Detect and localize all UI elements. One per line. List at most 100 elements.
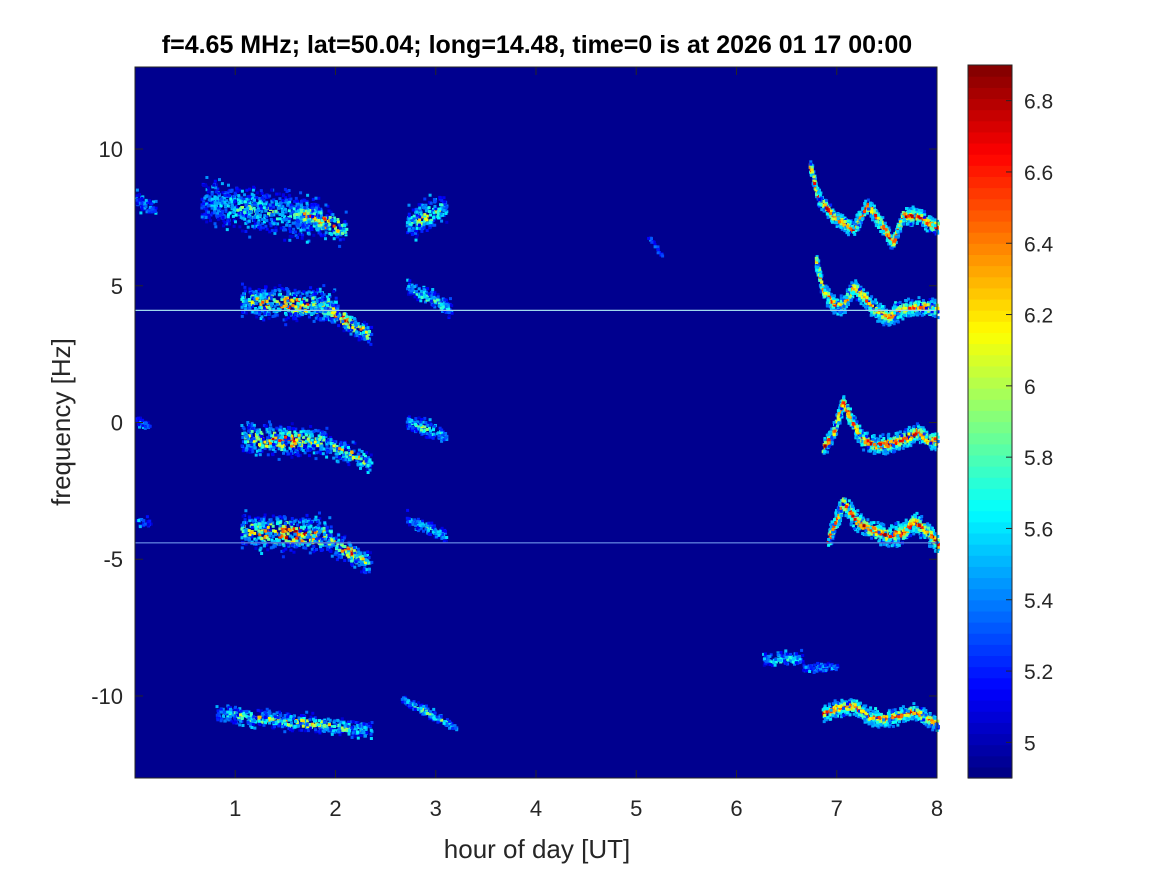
heatmap-cell [311,206,315,210]
heatmap-cell [308,535,312,539]
heatmap-cell [342,237,346,241]
heatmap-cell [275,522,279,526]
heatmap-cell [829,203,833,207]
heatmap-cell [763,655,767,659]
heatmap-cell [296,305,300,309]
heatmap-cell [247,215,250,219]
heatmap-cell [263,202,266,206]
heatmap-cell [877,226,880,229]
heatmap-cell [285,198,289,202]
heatmap-cell [890,246,894,250]
heatmap-cell [846,224,850,228]
heatmap-cell [445,220,449,224]
heatmap-cell [820,663,824,667]
heatmap-cell [278,521,282,524]
heatmap-cell [440,431,444,435]
heatmap-cell [318,438,322,441]
heatmap-cell [138,418,142,422]
heatmap-cell [271,545,275,549]
heatmap-cell [884,225,888,229]
heatmap-cell [444,539,448,543]
heatmap-cell [318,304,322,308]
heatmap-cell [441,529,445,533]
heatmap-cell [305,291,309,295]
heatmap-cell [263,440,267,444]
heatmap-cell [413,518,417,522]
heatmap-cell [207,210,210,214]
heatmap-cell [243,514,247,518]
heatmap-cell [419,289,423,293]
heatmap-cell [266,525,270,529]
heatmap-cell [270,304,273,308]
heatmap-cell [296,291,300,295]
heatmap-cell [315,540,319,544]
heatmap-cell [202,205,206,209]
heatmap-cell [233,714,236,718]
heatmap-cell [329,436,333,440]
heatmap-cell [291,520,295,524]
heatmap-cell [272,310,276,313]
heatmap-cell [300,213,304,217]
heatmap-cell [429,715,433,719]
heatmap-cell [296,301,300,305]
heatmap-cell [327,542,331,546]
heatmap-cell [277,710,281,714]
heatmap-cell [332,290,336,293]
heatmap-cell [267,445,270,449]
heatmap-cell [135,417,139,421]
heatmap-cell [297,724,301,728]
heatmap-cell [142,523,146,527]
heatmap-cell [338,546,342,550]
heatmap-cell [763,652,767,656]
heatmap-cell [321,729,325,733]
heatmap-cell [292,207,296,211]
heatmap-cell [251,426,255,430]
heatmap-cell [427,421,431,425]
heatmap-cell [302,199,306,203]
heatmap-cell [315,208,318,212]
heatmap-cell [342,721,346,725]
heatmap-cell [236,708,240,712]
heatmap-cell [268,230,272,234]
heatmap-cell [329,210,333,214]
heatmap-cell [294,449,298,452]
heatmap-cell [225,222,229,226]
heatmap-cell [326,204,330,208]
heatmap-cell [249,518,253,522]
heatmap-cell [262,723,266,727]
heatmap-cell [285,223,289,227]
heatmap-cell [764,661,768,665]
heatmap-cell [793,656,797,660]
heatmap-cell [358,325,362,329]
heatmap-cell [283,517,287,521]
heatmap-cell [796,655,800,659]
heatmap-cell [433,711,437,715]
heatmap-cell [881,232,885,236]
heatmap-cell [252,542,256,546]
heatmap-cell [337,538,341,542]
heatmap-cell [423,709,427,713]
heatmap-cell [808,670,812,673]
heatmap-cell [248,447,252,451]
heatmap-cell [255,522,259,526]
heatmap-cell [275,300,279,304]
heatmap-cell [331,213,335,217]
heatmap-cell [280,218,284,221]
heatmap-cell [227,183,230,187]
heatmap-cell [329,545,333,549]
heatmap-cell [333,311,337,315]
heatmap-cell [260,197,264,201]
heatmap-cell [320,537,324,541]
heatmap-cell [407,517,411,521]
heatmap-cell [411,226,415,230]
heatmap-cell [342,329,346,333]
heatmap-cell [298,306,302,310]
heatmap-cell [360,337,364,341]
heatmap-cell [313,528,317,532]
heatmap-cell [343,220,347,224]
heatmap-cell [284,547,288,551]
heatmap-cell [363,320,366,324]
heatmap-cell [318,228,322,232]
heatmap-cell [291,231,295,234]
heatmap-cell [225,199,229,203]
